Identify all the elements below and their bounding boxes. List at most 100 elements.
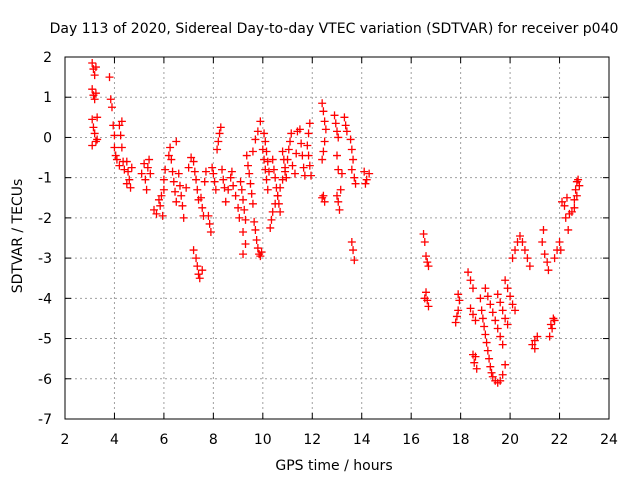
data-point: [337, 169, 346, 178]
data-point: [262, 147, 271, 156]
data-point: [560, 201, 569, 210]
data-point: [318, 99, 327, 108]
data-point: [491, 316, 500, 325]
data-point: [117, 143, 126, 152]
data-point: [269, 165, 278, 174]
chart-title: Day 113 of 2020, Sidereal Day-to-day VTE…: [50, 21, 619, 37]
data-point: [193, 262, 202, 271]
data-point: [125, 175, 134, 184]
data-point: [498, 306, 507, 315]
y-tick-label: -1: [38, 171, 52, 187]
data-point: [498, 340, 507, 349]
data-point: [219, 175, 228, 184]
data-point: [215, 129, 224, 138]
data-point: [107, 103, 116, 112]
data-point: [90, 129, 99, 138]
data-point: [472, 364, 481, 373]
data-point: [347, 238, 356, 247]
data-point: [419, 229, 428, 238]
data-point: [555, 238, 564, 247]
data-point: [321, 125, 330, 134]
x-tick-label: 14: [353, 432, 371, 448]
data-point: [540, 250, 549, 259]
data-point: [145, 155, 154, 164]
data-point: [218, 165, 227, 174]
data-point: [88, 141, 97, 150]
data-point: [349, 155, 358, 164]
data-point: [422, 288, 431, 297]
data-point: [239, 195, 248, 204]
data-point: [487, 368, 496, 377]
data-point: [201, 167, 210, 176]
data-point: [567, 207, 576, 216]
data-point: [189, 246, 198, 255]
data-point: [247, 189, 256, 198]
data-point: [192, 254, 201, 263]
data-point: [486, 300, 495, 309]
data-point: [91, 63, 100, 72]
data-point: [192, 175, 201, 184]
data-point: [570, 203, 579, 212]
x-tick-label: 18: [452, 432, 470, 448]
data-point: [503, 320, 512, 329]
data-point: [496, 332, 505, 341]
data-point: [177, 191, 186, 200]
data-point: [245, 169, 254, 178]
data-point: [157, 191, 166, 200]
data-point: [265, 167, 273, 176]
y-tick-label: 0: [43, 130, 52, 146]
data-point: [127, 163, 136, 172]
data-point: [334, 197, 343, 206]
data-point: [283, 155, 292, 164]
data-point: [141, 175, 150, 184]
data-point: [213, 145, 222, 154]
data-point: [284, 145, 293, 154]
data-point: [88, 59, 97, 68]
data-point: [231, 191, 240, 200]
data-point: [242, 151, 251, 160]
data-point: [251, 225, 260, 234]
data-point: [424, 262, 433, 271]
data-point: [253, 127, 262, 136]
data-point: [488, 308, 497, 317]
data-point: [154, 195, 163, 204]
data-point: [115, 161, 124, 170]
data-point: [237, 185, 246, 194]
data-point: [365, 169, 374, 178]
y-tick-label: -7: [38, 412, 52, 428]
data-point: [253, 244, 262, 253]
data-point: [89, 123, 98, 132]
data-point: [91, 89, 100, 98]
data-point: [501, 314, 510, 323]
data-point: [303, 141, 312, 150]
data-point: [558, 197, 567, 206]
data-point: [330, 111, 339, 120]
data-point: [290, 169, 299, 178]
data-point: [481, 284, 490, 293]
data-point: [422, 252, 431, 261]
data-point: [562, 193, 571, 202]
data-point: [287, 129, 296, 138]
data-point: [561, 213, 570, 222]
data-point: [347, 145, 356, 154]
data-point: [198, 203, 207, 212]
data-point: [260, 155, 269, 164]
data-point: [549, 314, 558, 323]
data-point: [288, 161, 297, 170]
data-point: [564, 225, 573, 234]
data-point: [122, 157, 131, 166]
data-point: [548, 324, 557, 333]
data-point: [210, 177, 219, 186]
data-point: [520, 246, 529, 255]
data-point: [227, 167, 236, 176]
data-point: [319, 191, 328, 200]
data-point: [572, 191, 581, 200]
data-point: [262, 175, 271, 184]
data-point: [533, 332, 542, 341]
data-point: [350, 173, 359, 182]
data-point: [240, 205, 249, 214]
x-tick-label: 10: [254, 432, 272, 448]
data-point: [334, 133, 343, 142]
